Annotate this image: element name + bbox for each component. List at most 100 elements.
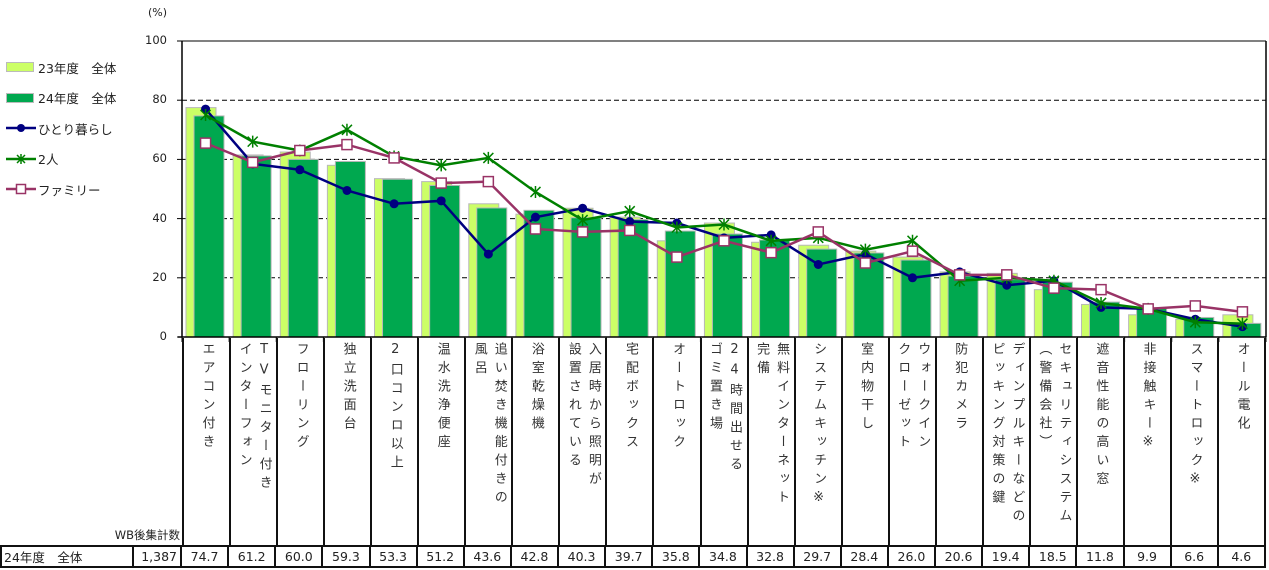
category-label-text: 浴室乾燥機	[528, 342, 544, 435]
category-label: 非接触キー※	[1122, 338, 1170, 545]
y-tick-label: 80	[152, 92, 167, 107]
square-marker-icon	[199, 137, 212, 149]
circle-marker-icon	[578, 203, 588, 213]
table-cell: 42.8	[512, 547, 559, 566]
table-cell: 26.0	[889, 547, 936, 566]
y-tick-label: 20	[152, 269, 167, 284]
y-tick-label: 60	[152, 151, 167, 166]
category-label: 遮音性能の高い窓	[1075, 338, 1123, 545]
table-cell: 53.3	[371, 547, 418, 566]
category-label: オール電化	[1217, 338, 1267, 545]
circle-marker-icon	[389, 199, 399, 209]
bar	[664, 230, 696, 338]
square-marker-icon	[812, 226, 825, 238]
square-marker-icon	[1189, 300, 1202, 312]
square-marker-icon	[341, 138, 353, 151]
category-label-text: （警備会社）	[1036, 342, 1052, 453]
asterisk-marker-icon	[341, 123, 353, 136]
bar	[429, 184, 461, 338]
asterisk-marker-icon	[671, 221, 683, 234]
asterisk-marker-icon	[859, 243, 871, 256]
table-cell: 11.8	[1077, 547, 1125, 566]
circle-marker-icon	[813, 259, 823, 269]
square-marker-icon	[906, 245, 919, 257]
square-marker-icon	[671, 251, 683, 263]
asterisk-marker-icon	[1236, 317, 1248, 330]
table-cell: 39.7	[606, 547, 654, 566]
table-cell: 74.7	[182, 547, 230, 566]
table-cell: 61.2	[229, 547, 277, 566]
category-label-text: 完備	[754, 342, 770, 379]
y-tick-label: 40	[152, 210, 167, 225]
category-label-text: 24時間出せる	[727, 342, 743, 476]
square-marker-icon	[623, 224, 636, 237]
category-label-text: システムキッチン※	[811, 342, 827, 511]
category-label: 独立洗面台	[323, 338, 370, 545]
category-label-text: セキュリティシステム	[1056, 342, 1072, 527]
square-marker-icon	[246, 156, 259, 169]
legend-label: 2人	[38, 152, 59, 168]
table-cell: 6.6	[1172, 547, 1219, 566]
legend-item-single: ひとり暮らし	[6, 113, 116, 144]
bar	[476, 207, 508, 338]
table-cell: 40.3	[559, 547, 607, 566]
category-label-text: 室内物干し	[858, 342, 874, 435]
circle-marker-icon	[436, 196, 446, 206]
bar	[853, 252, 885, 338]
table-cell: 9.9	[1125, 547, 1172, 566]
circle-marker-icon	[530, 212, 540, 222]
category-label-text: 温水洗浄便座	[434, 342, 450, 453]
category-label: 防犯カメラ	[934, 338, 982, 545]
asterisk-marker-icon	[1189, 316, 1201, 329]
category-label-text: エアコン付き	[199, 342, 215, 453]
category-label: 室内物干し	[840, 338, 888, 545]
bar-swatch-icon	[6, 92, 34, 103]
asterisk-marker-icon	[529, 185, 542, 198]
asterisk-marker-icon	[765, 234, 777, 247]
category-label-text: 独立洗面台	[340, 342, 356, 435]
bar	[711, 233, 743, 338]
square-marker-icon	[765, 246, 777, 259]
category-label-text: 追い焚き機能付きの	[491, 342, 507, 509]
asterisk-marker-icon	[624, 205, 636, 218]
category-label: セキュリティシステム （警備会社）	[1028, 338, 1076, 545]
asterisk-marker-icon	[718, 218, 730, 231]
circle-marker-icon	[295, 165, 305, 175]
category-label: ウォークイン クローゼット	[887, 338, 935, 545]
square-marker-line-icon	[6, 184, 36, 195]
square-marker-icon	[294, 144, 306, 157]
bar	[287, 158, 319, 338]
row-label: 24年度 全体	[0, 547, 134, 566]
bar	[523, 209, 555, 338]
asterisk-marker-icon	[435, 159, 447, 172]
legend-label: 23年度 全体	[38, 60, 117, 76]
legend-item-family: ファミリー	[6, 174, 116, 205]
category-label: オートロック	[652, 338, 699, 545]
legend-item-24-total: 24年度 全体	[6, 83, 116, 114]
table-cell: 4.6	[1219, 547, 1266, 566]
legend-item-23-total: 23年度 全体	[6, 52, 116, 83]
category-label: フローリング	[276, 338, 323, 545]
table-cell: 29.7	[795, 547, 842, 566]
asterisk-marker-line-icon	[6, 153, 36, 164]
category-label-text: 遮音性能の高い窓	[1093, 342, 1109, 490]
square-marker-icon	[718, 235, 730, 247]
table-cell: 20.6	[936, 547, 984, 566]
square-marker-icon	[576, 226, 589, 238]
circle-marker-icon	[625, 217, 635, 227]
asterisk-marker-icon	[200, 109, 212, 121]
category-label: 無料インターネット 完備	[746, 338, 794, 545]
category-label-text: 無料インターネット	[774, 342, 790, 509]
bar	[900, 259, 932, 338]
table-cell: 32.8	[748, 547, 795, 566]
table-cell: 60.0	[276, 547, 324, 566]
y-axis-unit: (%)	[148, 6, 168, 19]
category-label-text: オール電化	[1234, 342, 1250, 435]
category-label-text: 非接触キー※	[1140, 342, 1156, 455]
category-label-text: フローリング	[293, 342, 309, 453]
category-label-text: 防犯カメラ	[952, 342, 968, 435]
square-marker-icon	[482, 175, 495, 188]
legend-label: ひとり暮らし	[38, 121, 113, 137]
category-label-text: ゴミ置き場	[707, 342, 723, 435]
